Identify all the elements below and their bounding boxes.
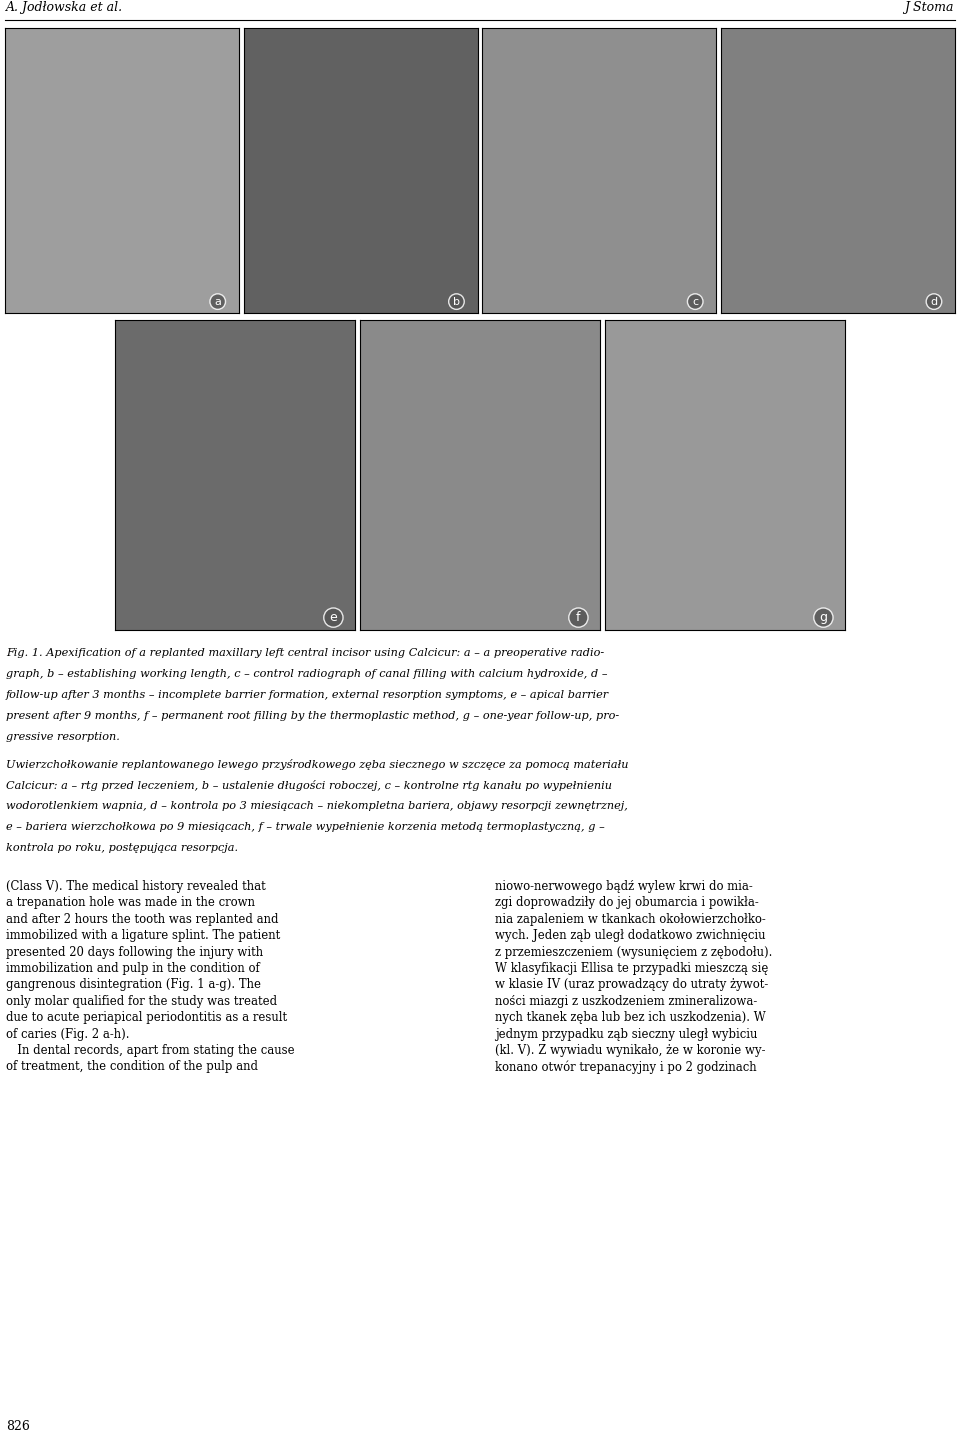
Text: nych tkanek zęba lub bez ich uszkodzenia). W: nych tkanek zęba lub bez ich uszkodzenia… <box>495 1011 766 1024</box>
Text: J Stoma: J Stoma <box>904 1 954 15</box>
Text: graph, b – establishing working length, c – control radiograph of canal filling : graph, b – establishing working length, … <box>6 668 608 679</box>
Text: wodorotlenkiem wapnia, d – kontrola po 3 miesiącach – niekompletna bariera, obja: wodorotlenkiem wapnia, d – kontrola po 3… <box>6 801 628 811</box>
Text: a: a <box>214 296 221 307</box>
Text: w klasie IV (uraz prowadzący do utraty żywot-: w klasie IV (uraz prowadzący do utraty ż… <box>495 978 768 991</box>
Text: f: f <box>576 612 581 625</box>
Text: kontrola po roku, postępująca resorpcja.: kontrola po roku, postępująca resorpcja. <box>6 843 238 853</box>
Text: gangrenous disintegration (Fig. 1 a-g). The: gangrenous disintegration (Fig. 1 a-g). … <box>6 978 261 991</box>
Text: wych. Jeden ząb uległ dodatkowo zwichnięciu: wych. Jeden ząb uległ dodatkowo zwichnię… <box>495 930 765 942</box>
Text: immobilized with a ligature splint. The patient: immobilized with a ligature splint. The … <box>6 930 280 942</box>
Text: nia zapaleniem w tkankach okołowierzchołko-: nia zapaleniem w tkankach okołowierzchoł… <box>495 912 766 926</box>
Text: of treatment, the condition of the pulp and: of treatment, the condition of the pulp … <box>6 1061 258 1074</box>
Text: W klasyfikacji Ellisa te przypadki mieszczą się: W klasyfikacji Ellisa te przypadki miesz… <box>495 962 768 975</box>
Text: zgi doprowadziły do jej obumarcia i powikła-: zgi doprowadziły do jej obumarcia i powi… <box>495 897 758 910</box>
Text: 826: 826 <box>6 1420 30 1433</box>
Text: gressive resorption.: gressive resorption. <box>6 732 120 742</box>
Text: (Class V). The medical history revealed that: (Class V). The medical history revealed … <box>6 881 266 894</box>
Text: Fig. 1. Apexification of a replanted maxillary left central incisor using Calcic: Fig. 1. Apexification of a replanted max… <box>6 648 604 658</box>
Text: d: d <box>930 296 938 307</box>
Text: follow-up after 3 months – incomplete barrier formation, external resorption sym: follow-up after 3 months – incomplete ba… <box>6 690 610 700</box>
Text: Calcicur: a – rtg przed leczeniem, b – ustalenie długości roboczej, c – kontroln: Calcicur: a – rtg przed leczeniem, b – u… <box>6 780 612 790</box>
Text: A. Jodłowska et al.: A. Jodłowska et al. <box>6 1 123 15</box>
Text: In dental records, apart from stating the cause: In dental records, apart from stating th… <box>6 1045 295 1056</box>
Text: e: e <box>329 612 337 625</box>
Text: e – bariera wierzchołkowa po 9 miesiącach, f – trwale wypełnienie korzenia metod: e – bariera wierzchołkowa po 9 miesiącac… <box>6 822 605 833</box>
Text: konano otwór trepanacyjny i po 2 godzinach: konano otwór trepanacyjny i po 2 godzina… <box>495 1061 756 1074</box>
Text: jednym przypadku ząb sieczny uległ wybiciu: jednym przypadku ząb sieczny uległ wybic… <box>495 1027 757 1040</box>
Text: of caries (Fig. 2 a-h).: of caries (Fig. 2 a-h). <box>6 1027 130 1040</box>
Text: present after 9 months, f – permanent root filling by the thermoplastic method, : present after 9 months, f – permanent ro… <box>6 711 619 721</box>
Text: only molar qualified for the study was treated: only molar qualified for the study was t… <box>6 995 277 1008</box>
Text: a trepanation hole was made in the crown: a trepanation hole was made in the crown <box>6 897 255 910</box>
Text: c: c <box>692 296 698 307</box>
Text: due to acute periapical periodontitis as a result: due to acute periapical periodontitis as… <box>6 1011 287 1024</box>
Text: niowo-nerwowego bądź wylew krwi do mia-: niowo-nerwowego bądź wylew krwi do mia- <box>495 881 753 894</box>
Text: g: g <box>820 612 828 625</box>
Text: immobilization and pulp in the condition of: immobilization and pulp in the condition… <box>6 962 260 975</box>
Text: z przemieszczeniem (wysunięciem z zębodołu).: z przemieszczeniem (wysunięciem z zębodo… <box>495 946 773 959</box>
Text: (kl. V). Z wywiadu wynikało, że w koronie wy-: (kl. V). Z wywiadu wynikało, że w koroni… <box>495 1045 765 1056</box>
Text: and after 2 hours the tooth was replanted and: and after 2 hours the tooth was replante… <box>6 912 278 926</box>
Text: ności miazgi z uszkodzeniem zmineralizowa-: ności miazgi z uszkodzeniem zmineralizow… <box>495 995 757 1008</box>
Text: Uwierzchołkowanie replantowanego lewego przyśrodkowego zęba siecznego w szczęce : Uwierzchołkowanie replantowanego lewego … <box>6 758 629 770</box>
Text: presented 20 days following the injury with: presented 20 days following the injury w… <box>6 946 263 959</box>
Text: b: b <box>453 296 460 307</box>
